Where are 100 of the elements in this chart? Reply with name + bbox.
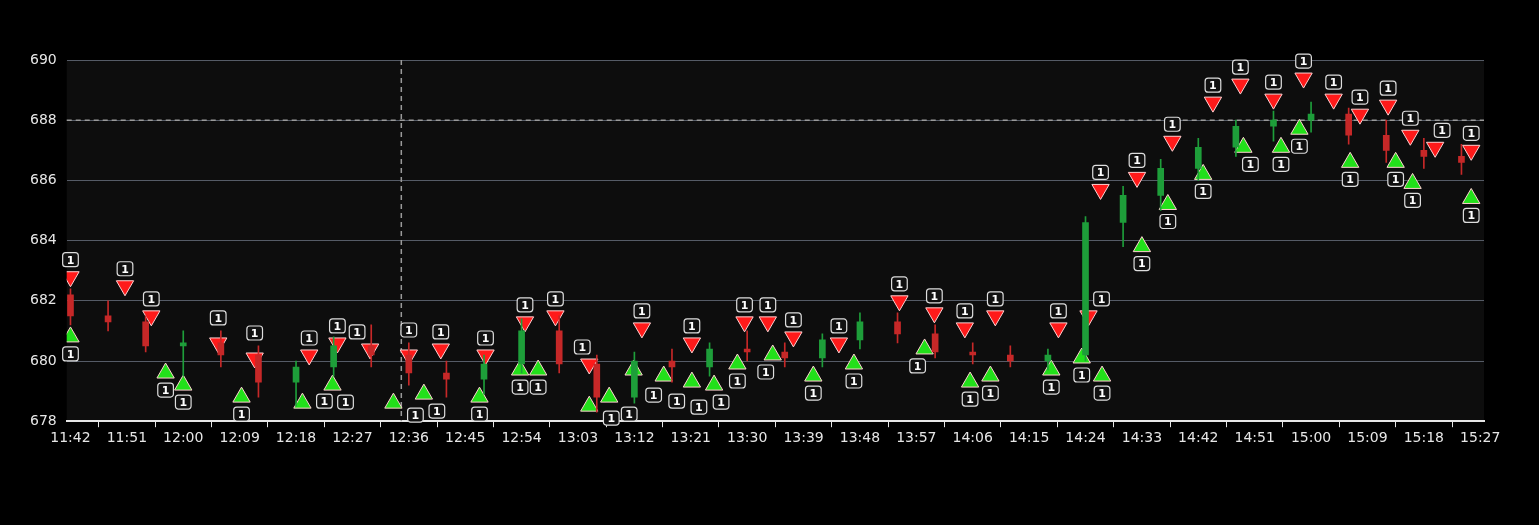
annotation: 1 (320, 395, 329, 408)
annotation: 1 (516, 380, 524, 394)
annotation: 1 (717, 395, 725, 409)
annotation: 1 (1138, 257, 1146, 271)
annotation: 1 (895, 277, 904, 291)
annotation: 1 (672, 394, 681, 408)
x-tick-label: 13:39 (783, 429, 824, 446)
annotation: 1 (1406, 112, 1415, 126)
y-tick-label: 686 (29, 171, 57, 188)
annotation: 1 (534, 380, 542, 394)
x-tick-label: 15:18 (1403, 429, 1445, 446)
x-tick-label: 12:27 (332, 429, 373, 446)
annotation: 1 (305, 331, 314, 345)
annotation: 1 (761, 365, 770, 379)
annotation: 1 (1164, 215, 1172, 229)
annotation: 1 (237, 407, 246, 421)
annotation: 1 (121, 262, 129, 276)
annotation: 1 (625, 407, 634, 421)
x-tick-label: 12:18 (275, 429, 317, 446)
x-tick-label: 14:51 (1234, 429, 1275, 446)
annotation: 1 (1467, 127, 1476, 141)
x-tick-label: 13:30 (726, 429, 768, 446)
annotation: 1 (475, 407, 484, 421)
x-tick-label: 15:09 (1347, 429, 1388, 446)
annotation: 1 (1209, 79, 1217, 92)
annotation: 1 (695, 400, 703, 414)
annotation: 1 (1133, 154, 1141, 168)
annotation: 1 (405, 323, 413, 337)
annotation: 1 (733, 374, 742, 388)
x-tick-label: 13:48 (839, 429, 881, 446)
annotation: 1 (436, 325, 445, 339)
annotation: 1 (1236, 60, 1245, 74)
x-tick-label: 13:57 (896, 429, 937, 446)
annotation: 1 (1199, 185, 1207, 199)
annotation: 1 (1467, 209, 1476, 223)
annotation: 1 (66, 253, 75, 267)
annotation: 1 (521, 298, 529, 312)
annotation: 1 (341, 395, 350, 409)
x-tick-label: 15:00 (1290, 429, 1332, 446)
annotation: 1 (1269, 75, 1278, 89)
annotation: 1 (433, 404, 441, 418)
x-tick-label: 14:33 (1121, 429, 1163, 446)
annotation: 1 (147, 292, 156, 306)
x-tick-label: 12:54 (501, 429, 542, 446)
annotation: 1 (1356, 91, 1364, 105)
annotation: 1 (1097, 292, 1106, 306)
annotation: 1 (551, 292, 560, 306)
annotation: 1 (1346, 173, 1354, 187)
annotation: 1 (1077, 368, 1086, 382)
annotation: 1 (961, 304, 969, 318)
annotation: 1 (250, 326, 259, 340)
annotation: 1 (1408, 194, 1417, 208)
annotation: 1 (161, 383, 170, 397)
annotation: 1 (649, 388, 658, 402)
annotation: 1 (850, 374, 858, 388)
annotation: 1 (913, 359, 922, 373)
x-tick-label: 13:12 (614, 429, 655, 446)
x-tick-label: 15:27 (1460, 429, 1501, 446)
x-tick-label: 14:42 (1178, 429, 1219, 446)
x-tick-label: 14:06 (952, 429, 993, 446)
annotation: 1 (1047, 380, 1056, 394)
annotation: 1 (1299, 54, 1308, 68)
x-tick-label: 11:51 (106, 429, 148, 446)
annotation: 1 (1384, 82, 1392, 96)
annotation: 1 (1438, 124, 1446, 138)
annotation: 1 (1098, 386, 1106, 400)
annotation: 1 (638, 304, 646, 318)
annotation: 1 (333, 319, 342, 333)
annotation: 1 (966, 392, 974, 406)
annotation: 1 (986, 386, 995, 400)
x-tick-label: 13:03 (557, 429, 599, 446)
y-tick-label: 690 (29, 50, 57, 67)
annotation: 1 (1295, 140, 1304, 154)
x-tick-label: 13:21 (670, 429, 711, 446)
annotation: 1 (411, 409, 420, 422)
annotation: 1 (991, 292, 1000, 306)
annotation: 1 (1096, 166, 1105, 180)
x-tick-label: 12:45 (445, 429, 486, 446)
x-tick-label: 14:24 (1065, 429, 1106, 446)
y-tick-label: 678 (29, 411, 57, 428)
annotation: 1 (607, 412, 616, 426)
y-tick-label: 684 (29, 231, 57, 248)
annotation: 1 (930, 289, 939, 303)
annotation: 1 (1277, 158, 1285, 172)
annotation: 1 (764, 298, 772, 312)
annotation: 1 (688, 319, 696, 333)
annotation: 1 (789, 313, 798, 327)
annotation: 1 (481, 331, 490, 345)
x-tick-label: 11:42 (50, 429, 91, 446)
y-tick-label: 680 (29, 351, 57, 368)
annotation: 1 (179, 395, 188, 409)
annotation: 1 (353, 325, 361, 339)
annotation: 1 (578, 340, 587, 354)
x-tick-label: 14:15 (1008, 429, 1050, 446)
annotation: 1 (214, 311, 223, 325)
annotation: 1 (740, 298, 749, 312)
annotation: 1 (1054, 304, 1063, 318)
x-tick-label: 12:00 (163, 429, 204, 446)
y-tick-label: 682 (29, 291, 57, 308)
x-tick-label: 12:09 (219, 429, 260, 446)
